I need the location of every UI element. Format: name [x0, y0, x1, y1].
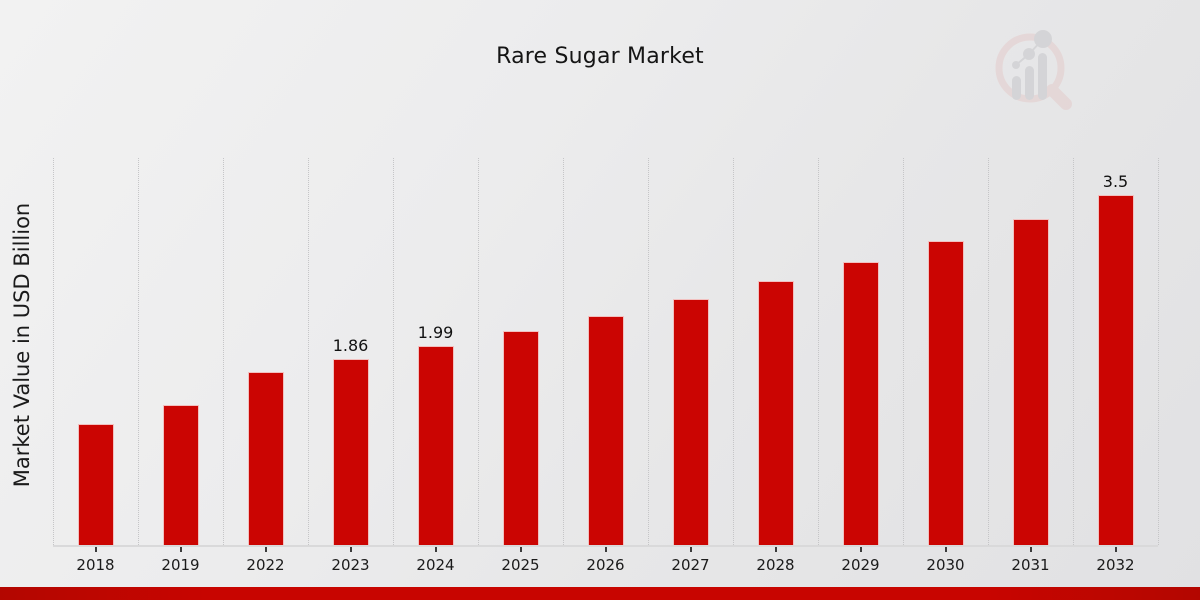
bar-2031: [1012, 219, 1049, 545]
logo-bar-3: [1038, 53, 1047, 100]
logo-dot-2: [1023, 48, 1035, 60]
x-axis-tick: [434, 547, 437, 552]
bar-2030: [927, 241, 964, 545]
gridline: [308, 158, 309, 545]
gridline: [53, 158, 54, 545]
x-axis-tick: [264, 547, 267, 552]
x-axis-tick: [179, 547, 182, 552]
gridline: [733, 158, 734, 545]
bar-value-label-2024: 1.99: [417, 323, 454, 342]
x-axis-tick: [689, 547, 692, 552]
bar-2029: [842, 262, 879, 545]
gridline: [988, 158, 989, 545]
plot-area: 2018 2019 2022 1.86 2023 1.99 2024 2025 2026 2027…: [53, 158, 1159, 574]
bar-2024: [417, 346, 454, 545]
bar-2023: [332, 359, 369, 545]
x-axis-tick: [94, 547, 97, 552]
x-axis-tick: [519, 547, 522, 552]
x-tick-label-2030: 2030: [926, 556, 965, 574]
x-tick-label-2031: 2031: [1011, 556, 1050, 574]
bar-2027: [672, 299, 709, 545]
x-tick-label-2023: 2023: [331, 556, 370, 574]
logo-dot-1: [1012, 61, 1020, 69]
x-tick-label-2029: 2029: [841, 556, 880, 574]
gridline: [563, 158, 564, 545]
gridline: [138, 158, 139, 545]
y-axis-title: Market Value in USD Billion: [10, 202, 34, 488]
x-tick-label-2018: 2018: [76, 556, 115, 574]
gridline: [818, 158, 819, 545]
footer-accent-strip: [0, 587, 1200, 600]
x-tick-label-2025: 2025: [501, 556, 540, 574]
x-tick-label-2028: 2028: [756, 556, 795, 574]
x-tick-label-2032: 2032: [1096, 556, 1135, 574]
x-axis-tick: [349, 547, 352, 552]
bar-2019: [162, 405, 199, 545]
x-tick-label-2019: 2019: [161, 556, 200, 574]
bar-2025: [502, 331, 539, 545]
gridline: [478, 158, 479, 545]
logo-bar-1: [1012, 76, 1021, 100]
bar-value-label-2023: 1.86: [332, 336, 369, 355]
x-axis-tick: [1114, 547, 1117, 552]
x-axis-tick: [774, 547, 777, 552]
chart-title: Rare Sugar Market: [496, 44, 704, 69]
brand-logo-watermark: [995, 30, 1072, 110]
x-axis-tick: [604, 547, 607, 552]
x-tick-label-2024: 2024: [416, 556, 455, 574]
x-tick-label-2027: 2027: [671, 556, 710, 574]
logo-bar-2: [1025, 66, 1034, 100]
gridline: [223, 158, 224, 545]
bar-2022: [247, 372, 284, 545]
x-tick-label-2022: 2022: [246, 556, 285, 574]
gridline: [1073, 158, 1074, 545]
bar-2032: [1097, 195, 1134, 545]
x-axis-tick: [859, 547, 862, 552]
logo-dot-3: [1034, 30, 1052, 48]
gridline: [648, 158, 649, 545]
gridline: [1158, 158, 1159, 545]
x-tick-label-2026: 2026: [586, 556, 625, 574]
magnifier-handle-icon: [1046, 84, 1072, 110]
bar-2026: [587, 316, 624, 545]
bar-2018: [77, 424, 114, 545]
bar-value-label-2032: 3.5: [1102, 172, 1129, 191]
bar-2028: [757, 281, 794, 545]
gridline: [903, 158, 904, 545]
gridline: [393, 158, 394, 545]
x-axis-tick: [1029, 547, 1032, 552]
x-axis-tick: [944, 547, 947, 552]
